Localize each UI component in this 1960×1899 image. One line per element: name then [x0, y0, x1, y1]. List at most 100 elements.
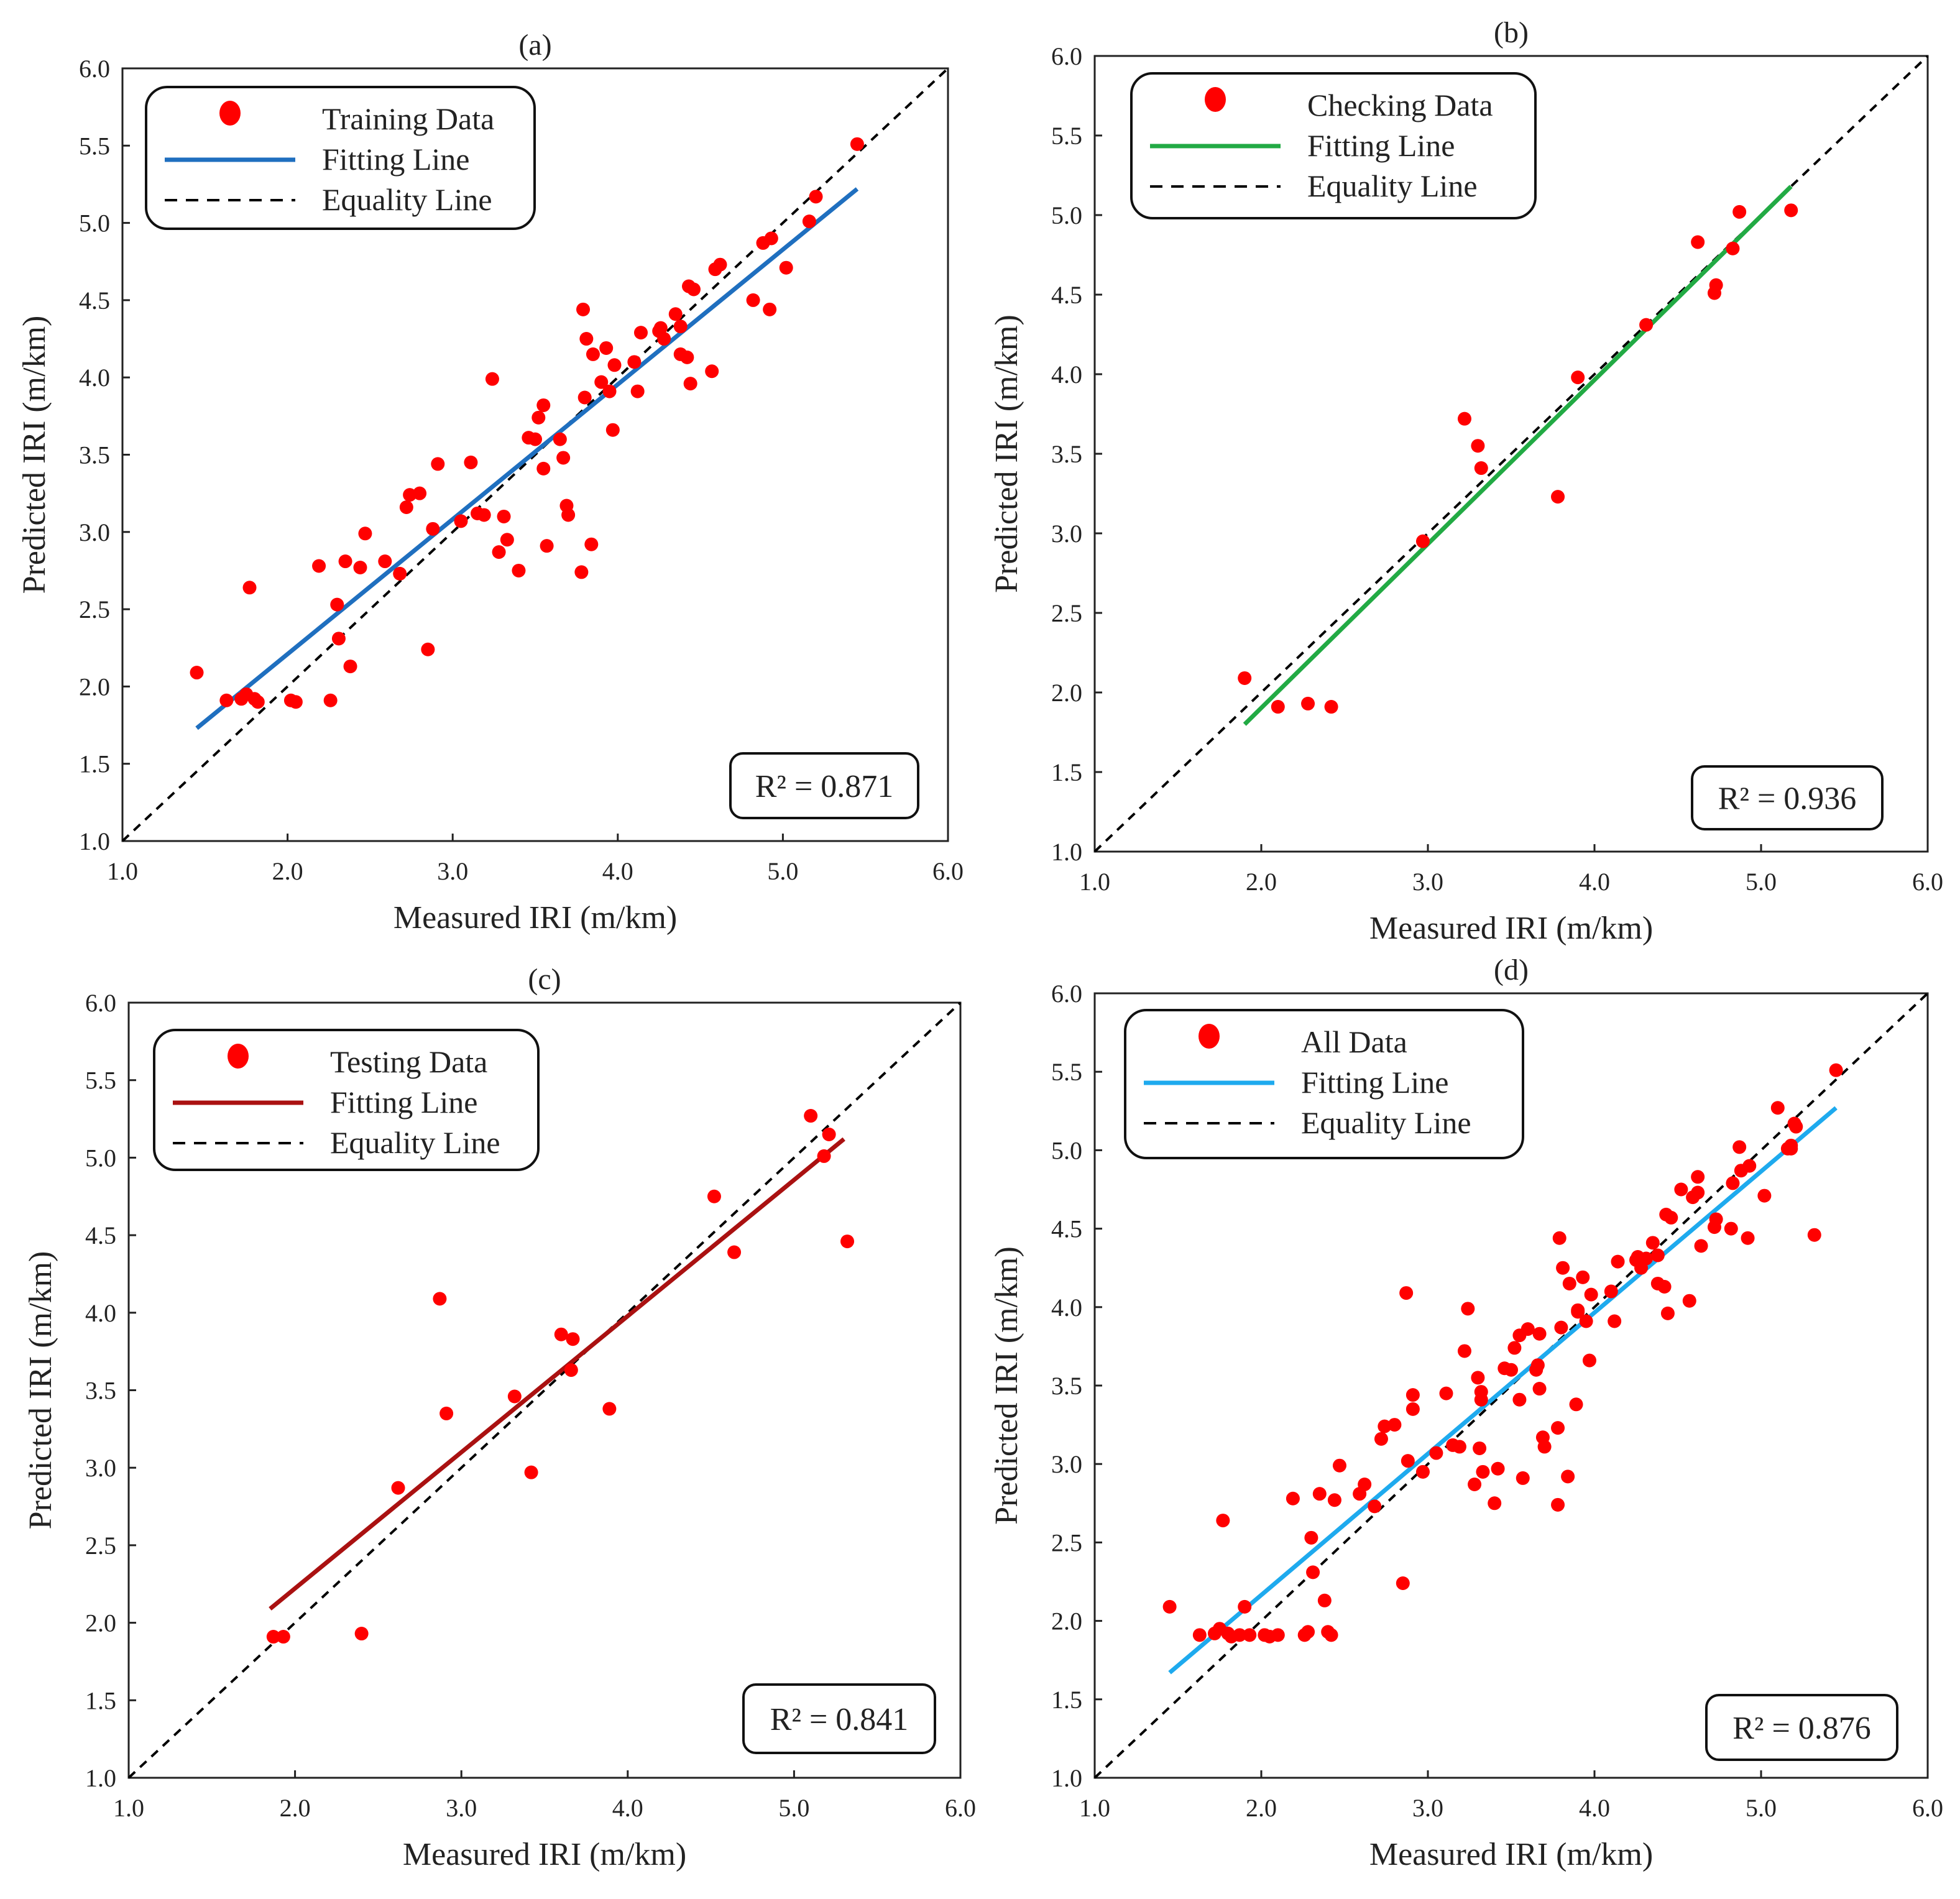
data-point — [1243, 1628, 1257, 1642]
panel-label: (b) — [1494, 16, 1529, 49]
x-tick-label: 6.0 — [1912, 1794, 1943, 1822]
data-point — [1657, 1279, 1672, 1294]
r2-box — [1705, 1694, 1898, 1761]
data-point — [809, 190, 823, 204]
data-point — [1537, 1440, 1552, 1454]
x-tick-label: 3.0 — [1412, 1794, 1443, 1822]
data-point — [1301, 1625, 1315, 1639]
data-point — [584, 537, 599, 551]
data-point — [1327, 1493, 1341, 1507]
y-tick-label: 1.0 — [79, 827, 110, 855]
data-point — [219, 693, 234, 707]
x-tick-label: 6.0 — [932, 857, 964, 885]
data-point — [1332, 1458, 1346, 1473]
data-point — [1709, 278, 1723, 292]
data-point — [586, 347, 600, 361]
r2-box — [1691, 765, 1884, 830]
r2-label: R² = 0.936 — [1718, 781, 1857, 817]
data-point — [1301, 696, 1315, 710]
data-point — [477, 508, 491, 522]
legend-entry-data: Testing Data — [330, 1044, 487, 1079]
data-point — [1551, 490, 1565, 504]
data-point — [1368, 1499, 1382, 1514]
fitting-line — [269, 1137, 845, 1611]
y-tick-label: 2.0 — [79, 673, 110, 701]
x-tick-label: 4.0 — [1579, 1794, 1610, 1822]
data-point — [1471, 1371, 1485, 1385]
data-point — [190, 666, 204, 680]
data-point — [1552, 1231, 1567, 1245]
data-point — [391, 1481, 405, 1495]
y-tick-label: 4.5 — [79, 287, 110, 315]
data-point — [1358, 1478, 1372, 1492]
y-tick-label: 4.5 — [85, 1221, 116, 1249]
data-point — [554, 1327, 568, 1341]
data-point — [1271, 1628, 1285, 1642]
legend-box — [145, 86, 536, 230]
data-point — [840, 1235, 855, 1249]
data-point — [1521, 1322, 1535, 1336]
x-tick-label: 1.0 — [1079, 868, 1110, 896]
data-point — [500, 533, 514, 547]
y-tick-label: 5.5 — [79, 132, 110, 160]
legend-marker — [228, 1044, 249, 1069]
chart-panel: (a) 1.0 1.5 2.0 2.5 3.0 3.5 4.0 4.5 5.0 5.5 6.0 1.0 2… — [17, 29, 964, 936]
data-point — [602, 1402, 617, 1416]
data-point — [454, 514, 468, 528]
legend-entry-data: Training Data — [322, 101, 494, 136]
data-point — [1556, 1261, 1570, 1275]
data-point — [485, 372, 499, 386]
data-point — [1724, 1221, 1738, 1236]
y-axis-title: Predicted IRI (m/km) — [989, 315, 1024, 593]
y-tick-label: 1.5 — [1051, 758, 1082, 786]
x-tick-label: 6.0 — [945, 1794, 976, 1822]
data-point — [242, 581, 257, 595]
legend-box — [153, 1029, 540, 1171]
data-point — [1387, 1418, 1402, 1432]
data-point — [1457, 412, 1471, 426]
data-point — [1784, 1141, 1798, 1156]
y-tick-label: 3.5 — [1051, 1372, 1082, 1400]
data-point — [764, 231, 778, 246]
data-point — [1396, 1576, 1410, 1591]
data-point — [1512, 1392, 1527, 1407]
panel-label: (a) — [518, 29, 551, 62]
data-point — [1551, 1497, 1565, 1512]
data-point — [1474, 1385, 1488, 1399]
fitting-line — [195, 187, 859, 730]
y-tick-label: 2.0 — [85, 1609, 116, 1637]
data-point — [433, 1292, 447, 1306]
data-point — [599, 341, 614, 355]
data-point — [1576, 1270, 1590, 1284]
data-point — [492, 545, 506, 559]
data-point — [528, 432, 542, 446]
y-tick-label: 2.5 — [85, 1532, 116, 1560]
legend-box — [1130, 72, 1537, 219]
x-tick-label: 2.0 — [1246, 868, 1277, 896]
data-point — [1473, 1441, 1487, 1455]
data-point — [1569, 1397, 1583, 1412]
data-point — [1829, 1063, 1843, 1077]
data-point — [1584, 1287, 1598, 1302]
data-point — [1650, 1248, 1665, 1262]
data-point — [1561, 1469, 1575, 1484]
data-point — [497, 509, 511, 523]
legend-marker — [1199, 1024, 1220, 1049]
data-point — [338, 554, 352, 569]
data-point — [431, 457, 445, 471]
data-point — [1406, 1402, 1420, 1416]
data-point — [707, 1189, 721, 1203]
data-point — [288, 695, 303, 709]
data-point — [1461, 1302, 1475, 1316]
x-tick-label: 1.0 — [113, 1794, 144, 1822]
y-tick-label: 2.5 — [1051, 1529, 1082, 1556]
y-tick-label: 6.0 — [79, 55, 110, 83]
data-point — [312, 559, 326, 573]
legend-entry-equality: Equality Line — [330, 1125, 500, 1160]
data-point — [561, 508, 576, 522]
data-point — [746, 293, 760, 307]
data-point — [576, 302, 591, 316]
data-point — [1807, 1228, 1821, 1242]
x-tick-label: 2.0 — [280, 1794, 311, 1822]
data-point — [399, 500, 413, 515]
